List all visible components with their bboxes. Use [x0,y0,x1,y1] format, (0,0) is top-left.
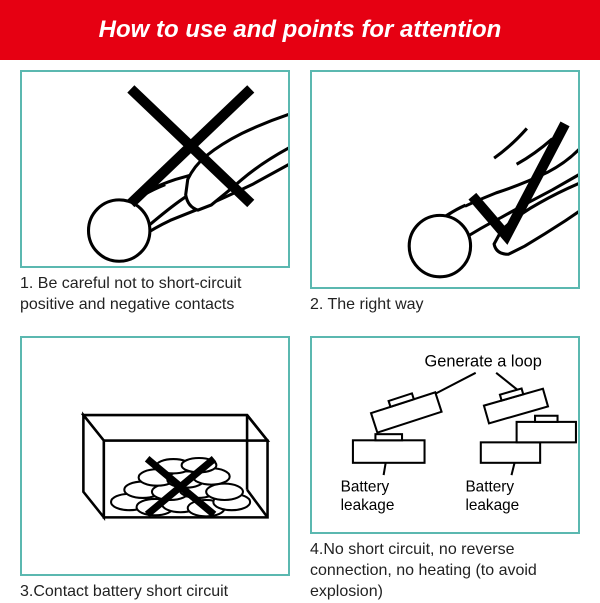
caption-4: 4.No short circuit, no reverse connectio… [310,540,580,602]
cell-4: Generate a loop [310,336,580,603]
panel-4: Generate a loop [310,336,580,534]
illustration-wrong-grip [22,72,288,266]
header-banner: How to use and points for attention [0,0,600,60]
cell-1: 1. Be careful not to short-circuit posit… [20,70,290,316]
cell-3: 3.Contact battery short circuit [20,336,290,603]
svg-text:leakage: leakage [465,497,519,514]
label-battery-leakage-left2: leakage [341,497,395,514]
panel-3 [20,336,290,576]
illustration-battery-loop: Generate a loop [312,338,578,532]
label-battery-leakage-left: Battery [341,478,390,495]
label-generate-loop: Generate a loop [425,353,542,371]
header-title: How to use and points for attention [99,16,502,44]
illustration-box-batteries [22,338,288,574]
instruction-grid: 1. Be careful not to short-circuit posit… [0,60,600,590]
caption-2: 2. The right way [310,295,580,316]
illustration-right-grip [312,72,578,287]
label-battery-leakage-right: Battery [465,478,514,495]
cell-2: 2. The right way [310,70,580,316]
panel-2 [310,70,580,289]
caption-1: 1. Be careful not to short-circuit posit… [20,274,290,316]
panel-1 [20,70,290,268]
